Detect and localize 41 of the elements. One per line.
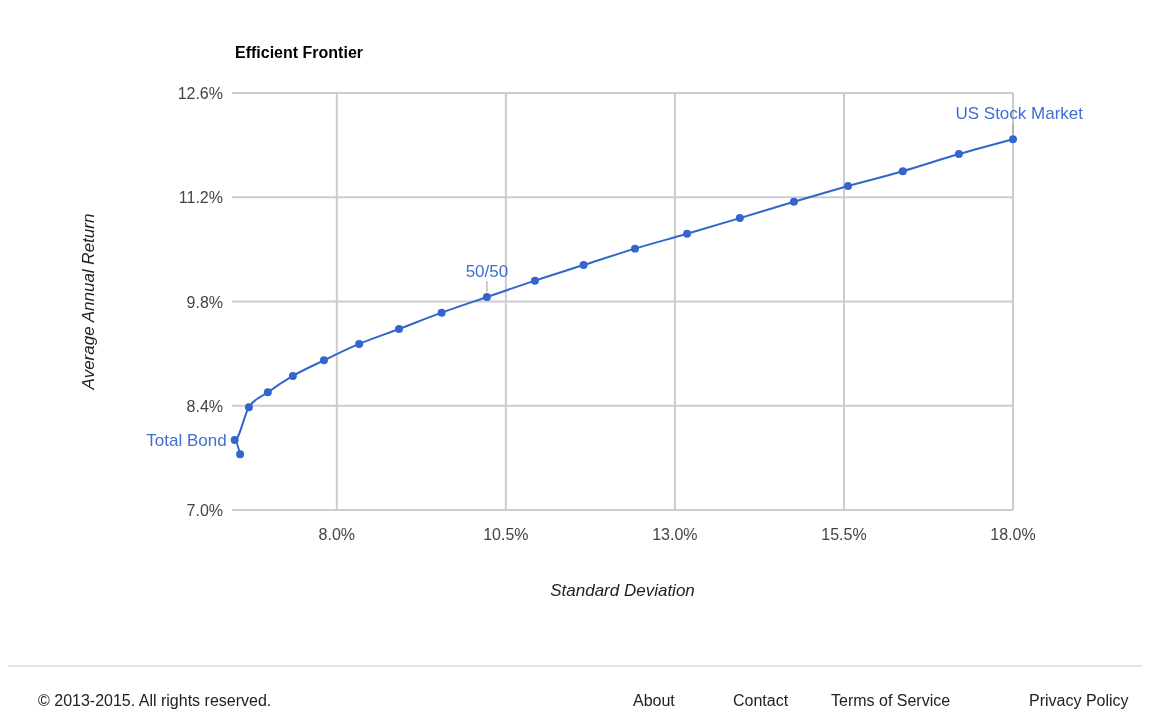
point <box>395 325 404 334</box>
y-tick-label: 8.4% <box>186 397 223 415</box>
x-tick-label: 15.5% <box>821 526 867 543</box>
point <box>898 167 907 176</box>
point <box>355 339 364 348</box>
point <box>230 436 239 444</box>
point <box>1009 135 1017 144</box>
x-tick-label: 8.0% <box>318 526 356 543</box>
text: Terms of Service <box>831 692 951 709</box>
point <box>631 244 639 253</box>
text: About <box>633 692 676 709</box>
point <box>789 197 798 206</box>
y-tick-label: 9.8% <box>186 293 223 311</box>
x-tick-label: 10.5% <box>483 526 529 543</box>
point <box>954 150 963 159</box>
point <box>319 356 328 365</box>
chart-title: Efficient Frontier <box>235 44 364 61</box>
x-tick-label: 13.0% <box>652 526 698 543</box>
point <box>482 293 491 302</box>
x-tick-label: 18.0% <box>990 526 1036 543</box>
point <box>263 388 272 397</box>
y-axis-title: Average Annual Return <box>79 213 98 391</box>
text: © 2013-2015. All rights reserved. <box>38 692 272 709</box>
annotation: 50/50 <box>465 262 509 282</box>
point <box>236 450 245 459</box>
point <box>579 261 588 269</box>
point <box>244 403 253 412</box>
point <box>844 182 852 191</box>
annotation: US Stock Market <box>955 104 1084 124</box>
text: Privacy Policy <box>1029 692 1129 709</box>
point <box>437 308 446 317</box>
annotation: Total Bond <box>146 431 227 450</box>
point <box>735 214 744 223</box>
x-axis-title: Standard Deviation <box>550 581 695 600</box>
text: Contact <box>733 692 789 709</box>
y-tick-label: 11.2% <box>178 189 223 207</box>
y-tick-label: 12.6% <box>177 85 223 102</box>
point <box>683 229 692 238</box>
point <box>288 371 297 380</box>
point <box>530 276 539 285</box>
y-tick-label: 7.0% <box>186 502 223 519</box>
